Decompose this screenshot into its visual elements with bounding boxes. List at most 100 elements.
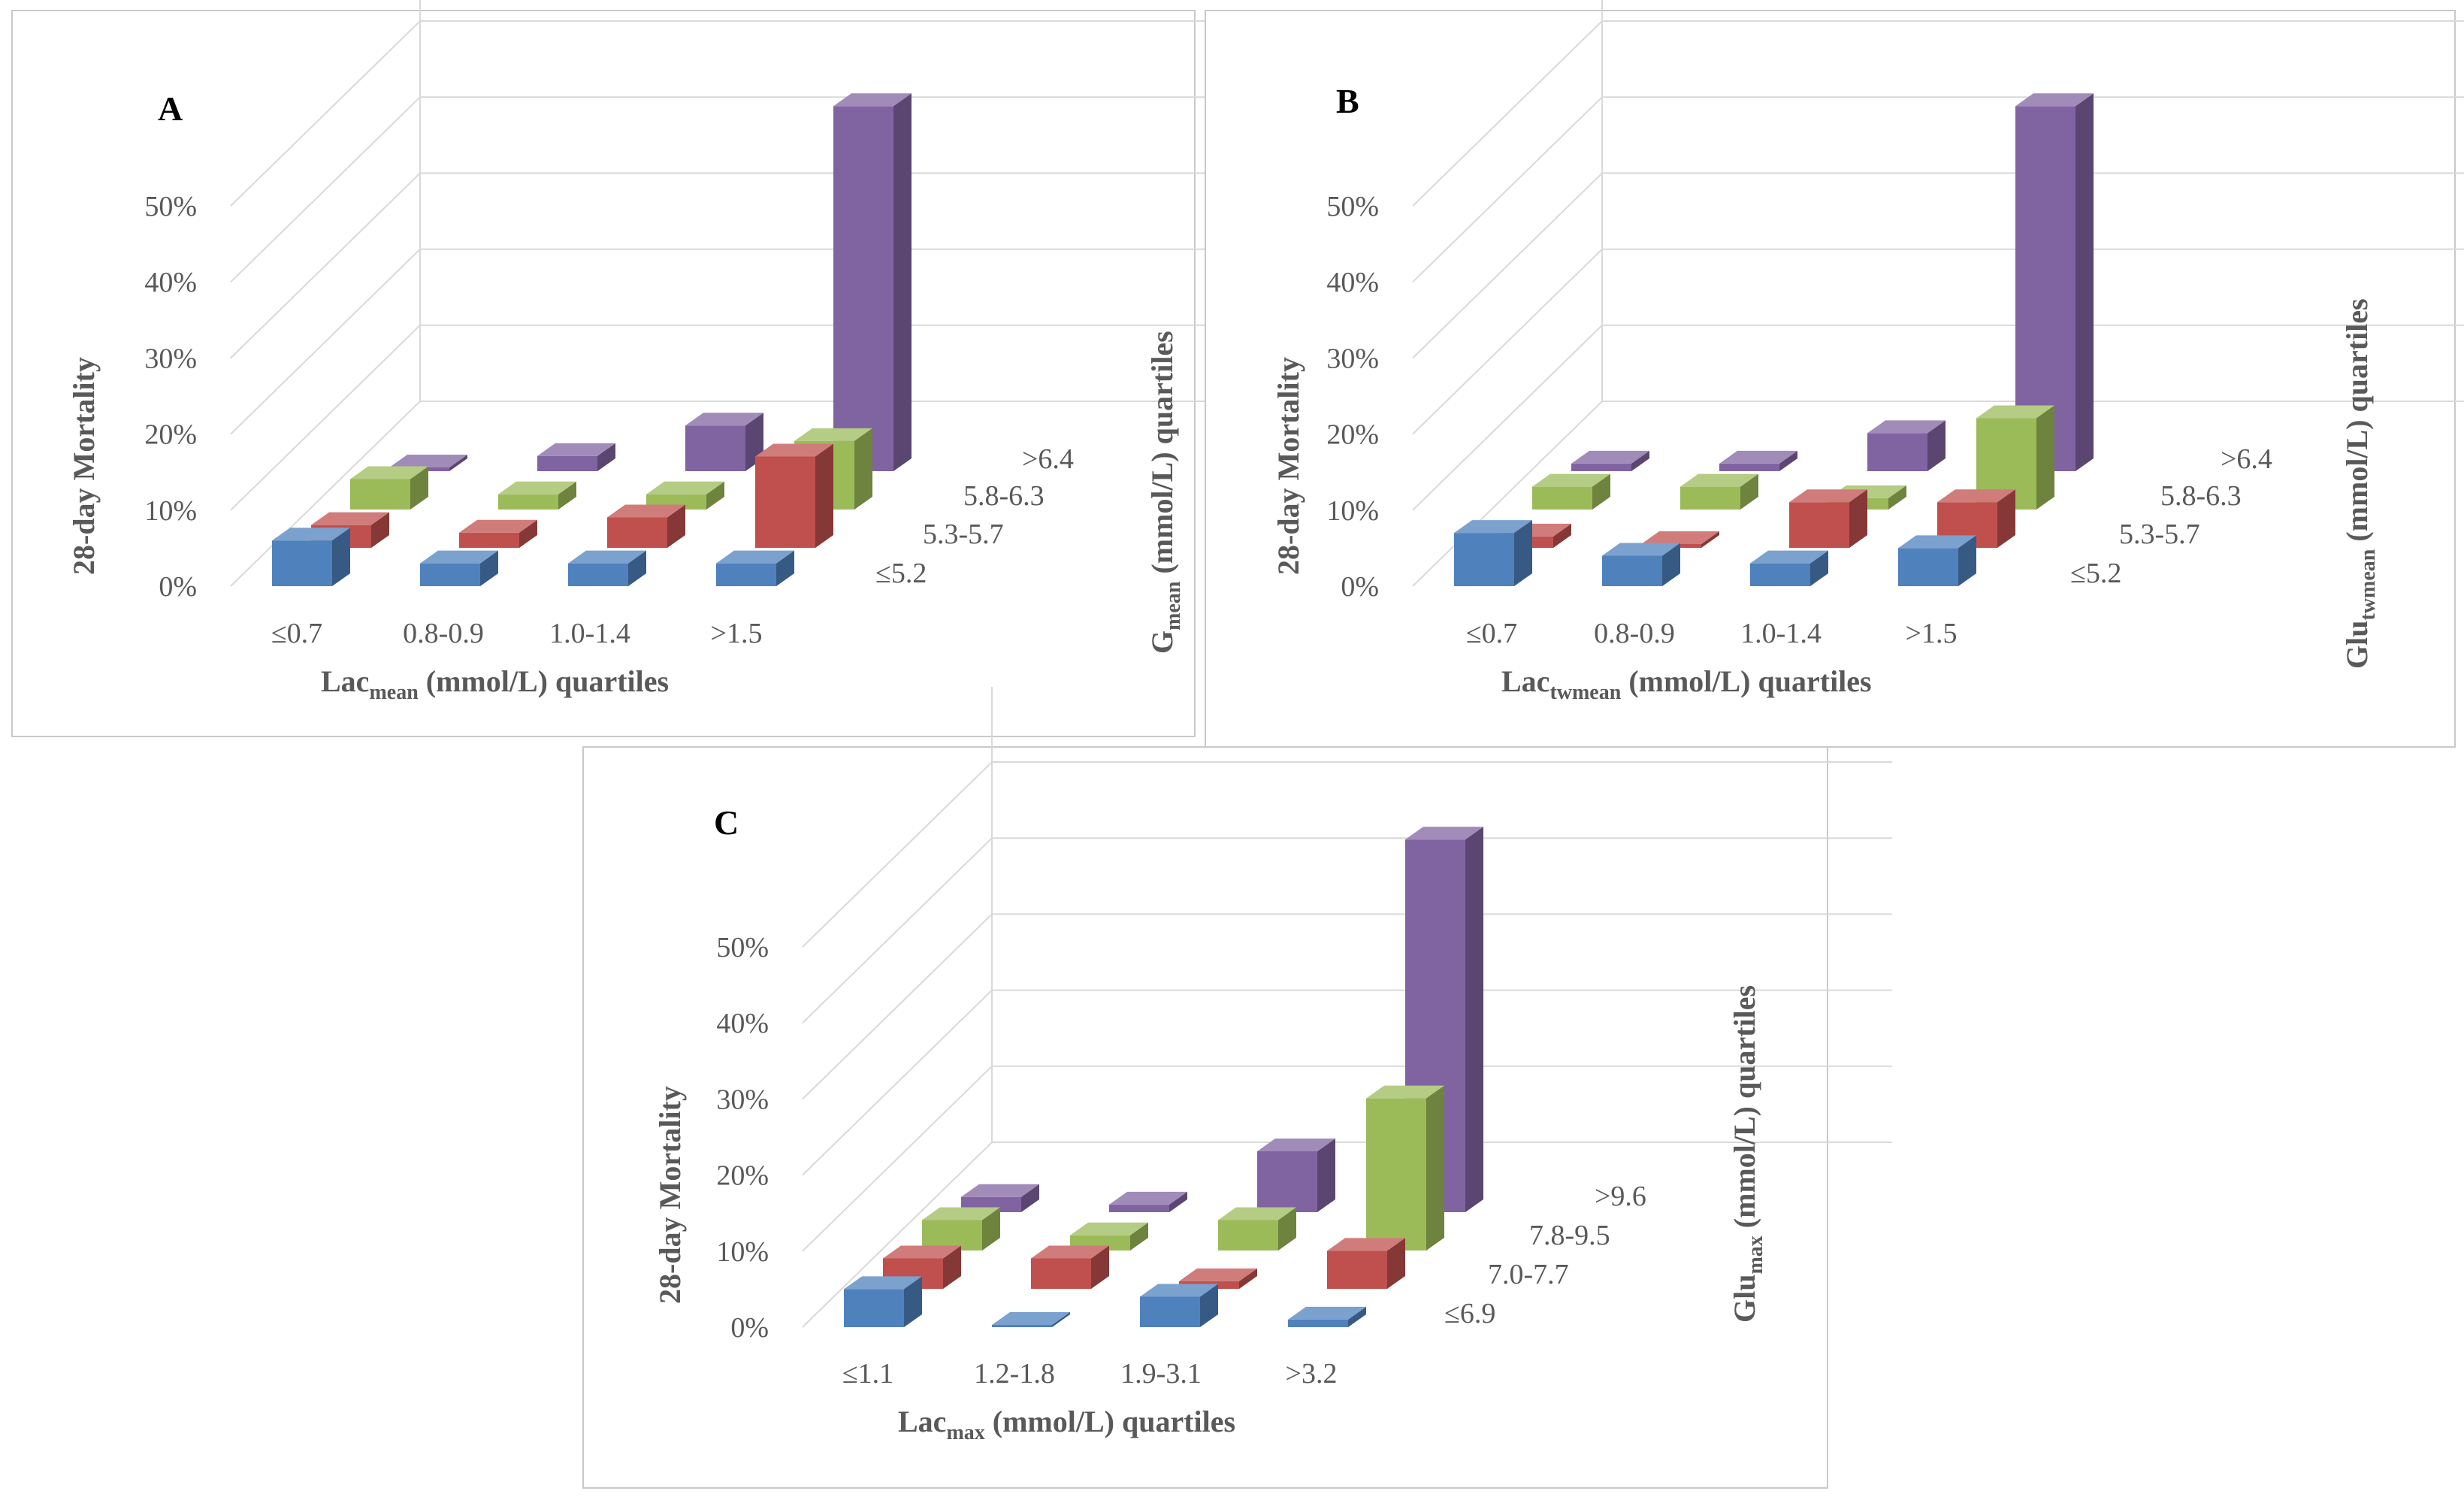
series-label: ≤5.2 bbox=[2070, 558, 2121, 589]
bar-side bbox=[854, 428, 872, 510]
bar-b-s1-c3 bbox=[1937, 489, 2015, 548]
bar-a-s0-c1 bbox=[420, 550, 498, 586]
bar-top bbox=[1031, 1245, 1109, 1259]
bar-top bbox=[1405, 827, 1483, 840]
bar-side bbox=[1021, 1184, 1039, 1212]
bar-front bbox=[755, 456, 815, 548]
bar-front bbox=[1976, 418, 2036, 510]
bar-top bbox=[1257, 1139, 1335, 1152]
bar-side bbox=[1514, 520, 1532, 586]
y-axis-title: 28-day Mortality bbox=[653, 1086, 687, 1304]
x-tick-label: ≤1.1 bbox=[842, 1358, 893, 1390]
y-tick-label: 0% bbox=[1341, 571, 1379, 603]
bar-c-s2-c3 bbox=[1366, 1085, 1444, 1251]
bar-front bbox=[1366, 1098, 1426, 1251]
y-axis-title: 28-day Mortality bbox=[67, 357, 101, 575]
bar-top bbox=[1719, 450, 1797, 464]
bar-side bbox=[815, 443, 833, 548]
bar-top bbox=[272, 528, 350, 541]
bar-side bbox=[1553, 523, 1571, 548]
bar-front bbox=[459, 532, 519, 548]
y-tick-label: 20% bbox=[716, 1160, 769, 1192]
bar-a-s3-c1 bbox=[537, 443, 615, 471]
bar-a-s0-c2 bbox=[568, 550, 646, 586]
bar-top bbox=[833, 93, 912, 107]
series-label: 5.3-5.7 bbox=[923, 519, 1004, 550]
bar-a-s0-c0 bbox=[272, 528, 350, 586]
axis-title: Lactwmean (mmol/L) quartiles bbox=[1501, 664, 1872, 704]
bar-front bbox=[1789, 502, 1849, 548]
bar-front bbox=[1257, 1151, 1317, 1212]
bar-front bbox=[568, 563, 628, 586]
bar-b-s3-c1 bbox=[1719, 450, 1797, 471]
bar-side bbox=[2076, 93, 2094, 472]
bar-side bbox=[1997, 489, 2015, 548]
chart-panel-b: 0% 10% 20% 30% 40% 50% ≤0.7 0.8-0.9 1.0-1.4 >1.5 ≤… bbox=[1205, 0, 2464, 748]
axis-title: Gmean (mmol/L) quartiles bbox=[1145, 331, 1185, 654]
panel-label: C bbox=[714, 803, 739, 842]
bar-side bbox=[1849, 489, 1867, 548]
bar-top bbox=[2015, 93, 2094, 107]
y-tick-label: 50% bbox=[716, 932, 769, 963]
y-tick-label: 30% bbox=[144, 343, 197, 374]
axis-title: Lacmax (mmol/L) quartiles bbox=[898, 1405, 1235, 1444]
bar-top bbox=[1789, 489, 1867, 503]
bar-b-s2-c3 bbox=[1976, 405, 2054, 510]
bar-top bbox=[1140, 1284, 1218, 1297]
y-tick-label: 10% bbox=[716, 1236, 769, 1268]
bar-side bbox=[1592, 473, 1610, 510]
bar-side bbox=[558, 481, 576, 510]
panel-frame bbox=[582, 746, 1828, 1489]
bar-c-s0-c0 bbox=[844, 1276, 922, 1327]
bar-a-s1-c1 bbox=[459, 519, 537, 548]
bar-side bbox=[1200, 1284, 1218, 1327]
y-tick-label: 20% bbox=[144, 419, 197, 451]
bar-side bbox=[893, 93, 912, 472]
bar-side bbox=[667, 504, 685, 548]
y-tick-label: 0% bbox=[730, 1312, 769, 1344]
x-tick-label: >1.5 bbox=[711, 618, 763, 649]
x-tick-label: ≤0.7 bbox=[1466, 618, 1517, 649]
bar-side bbox=[332, 528, 350, 586]
bar-side bbox=[1465, 827, 1483, 1212]
bar-b-s3-c2 bbox=[1867, 420, 1946, 471]
bar-a-s1-c2 bbox=[607, 504, 685, 548]
bar-side bbox=[943, 1245, 961, 1289]
y-tick-label: 0% bbox=[159, 571, 197, 603]
bar-top bbox=[1750, 550, 1828, 564]
bar-front bbox=[1031, 1258, 1091, 1289]
bar-top bbox=[1218, 1207, 1296, 1220]
y-tick-label: 40% bbox=[144, 267, 197, 298]
bar-side bbox=[519, 519, 537, 548]
bar-top bbox=[1571, 450, 1649, 464]
bar-b-s3-c3 bbox=[2015, 93, 2094, 472]
bar-top bbox=[498, 481, 576, 494]
bar-front bbox=[1719, 463, 1779, 471]
panel-label: A bbox=[158, 89, 183, 128]
bar-top bbox=[1867, 420, 1946, 434]
bar-side bbox=[597, 443, 615, 471]
bar-side bbox=[1317, 1139, 1335, 1212]
axis-title: Lacmean (mmol/L) quartiles bbox=[321, 664, 669, 704]
bar-side bbox=[982, 1207, 1000, 1251]
bar-front bbox=[1680, 486, 1740, 510]
series-label: 5.8-6.3 bbox=[2160, 480, 2242, 512]
bar-top bbox=[389, 454, 467, 467]
bar-front bbox=[537, 455, 597, 471]
axis-title: Glumax (mmol/L) quartiles bbox=[1728, 985, 1767, 1323]
y-tick-label: 50% bbox=[144, 191, 197, 222]
bar-top bbox=[992, 1311, 1070, 1325]
bar-side bbox=[1927, 420, 1946, 471]
axis-title: Glutwmean (mmol/L) quartiles bbox=[2340, 298, 2380, 669]
bar-c-s3-c1 bbox=[1109, 1191, 1187, 1212]
bar-top bbox=[646, 481, 724, 494]
bar-front bbox=[1218, 1220, 1278, 1251]
bar-side bbox=[1888, 485, 1906, 510]
bar-front bbox=[272, 540, 332, 586]
bar-top bbox=[1454, 520, 1532, 534]
bar-top bbox=[459, 519, 537, 533]
bar-front bbox=[1867, 433, 1927, 471]
bar-top bbox=[1366, 1085, 1444, 1099]
series-label: ≤5.2 bbox=[875, 558, 927, 589]
bar-side bbox=[1958, 535, 1976, 586]
